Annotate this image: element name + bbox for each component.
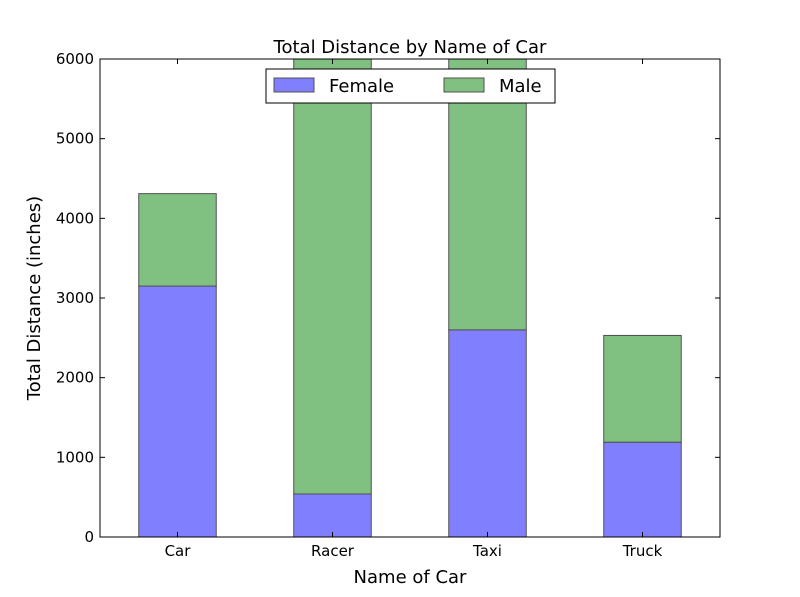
y-tick-label: 3000 bbox=[56, 289, 94, 307]
y-tick-label: 5000 bbox=[56, 130, 94, 148]
legend-label-male: Male bbox=[499, 76, 542, 97]
y-tick-label: 4000 bbox=[56, 209, 94, 227]
y-tick-label: 0 bbox=[84, 528, 94, 546]
x-tick-label-truck: Truck bbox=[622, 542, 663, 560]
bar-female-truck bbox=[604, 442, 682, 537]
bar-male-racer bbox=[294, 59, 372, 494]
x-tick-label-car: Car bbox=[165, 542, 192, 560]
chart-title: Total Distance by Name of Car bbox=[273, 37, 547, 58]
bar-female-taxi bbox=[449, 330, 527, 537]
y-tick-label: 2000 bbox=[56, 369, 94, 387]
bars-group bbox=[139, 59, 682, 537]
bar-female-car bbox=[139, 286, 217, 537]
bar-female-racer bbox=[294, 494, 372, 537]
x-axis-label: Name of Car bbox=[354, 567, 467, 588]
y-axis-label: Total Distance (inches) bbox=[24, 196, 45, 401]
legend-label-female: Female bbox=[329, 76, 394, 97]
y-tick-label: 1000 bbox=[56, 448, 94, 466]
x-tick-label-racer: Racer bbox=[311, 542, 355, 560]
y-tick-label: 6000 bbox=[56, 50, 94, 68]
bar-male-truck bbox=[604, 335, 682, 442]
x-tick-label-taxi: Taxi bbox=[472, 542, 502, 560]
legend-swatch-female bbox=[274, 78, 314, 92]
legend: Female Male bbox=[266, 69, 555, 103]
legend-swatch-male bbox=[444, 78, 484, 92]
bar-male-car bbox=[139, 194, 217, 286]
